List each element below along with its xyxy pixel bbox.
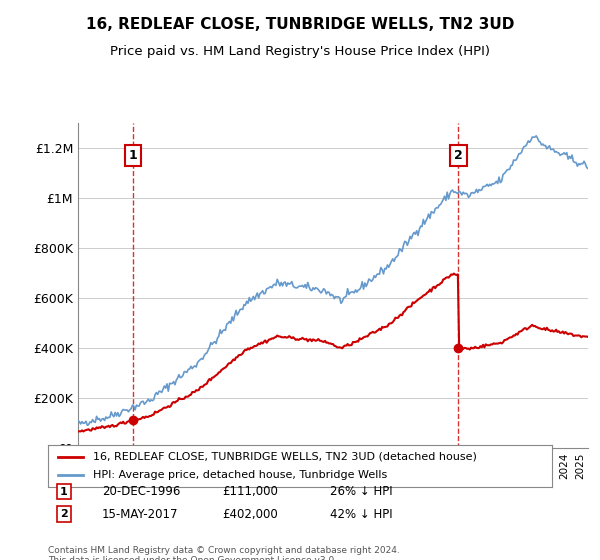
Text: 15-MAY-2017: 15-MAY-2017 [102,507,179,521]
Text: 26% ↓ HPI: 26% ↓ HPI [330,485,392,498]
Text: 42% ↓ HPI: 42% ↓ HPI [330,507,392,521]
Text: 16, REDLEAF CLOSE, TUNBRIDGE WELLS, TN2 3UD (detached house): 16, REDLEAF CLOSE, TUNBRIDGE WELLS, TN2 … [94,452,477,462]
Text: 2: 2 [454,149,463,162]
Text: 1: 1 [129,149,137,162]
Text: £402,000: £402,000 [222,507,278,521]
Text: Contains HM Land Registry data © Crown copyright and database right 2024.
This d: Contains HM Land Registry data © Crown c… [48,546,400,560]
Text: Price paid vs. HM Land Registry's House Price Index (HPI): Price paid vs. HM Land Registry's House … [110,45,490,58]
Text: HPI: Average price, detached house, Tunbridge Wells: HPI: Average price, detached house, Tunb… [94,470,388,480]
Text: 16, REDLEAF CLOSE, TUNBRIDGE WELLS, TN2 3UD: 16, REDLEAF CLOSE, TUNBRIDGE WELLS, TN2 … [86,17,514,32]
Text: £111,000: £111,000 [222,485,278,498]
Text: 2: 2 [60,509,68,519]
Bar [78,123,86,448]
Text: 20-DEC-1996: 20-DEC-1996 [102,485,181,498]
Text: 1: 1 [60,487,68,497]
